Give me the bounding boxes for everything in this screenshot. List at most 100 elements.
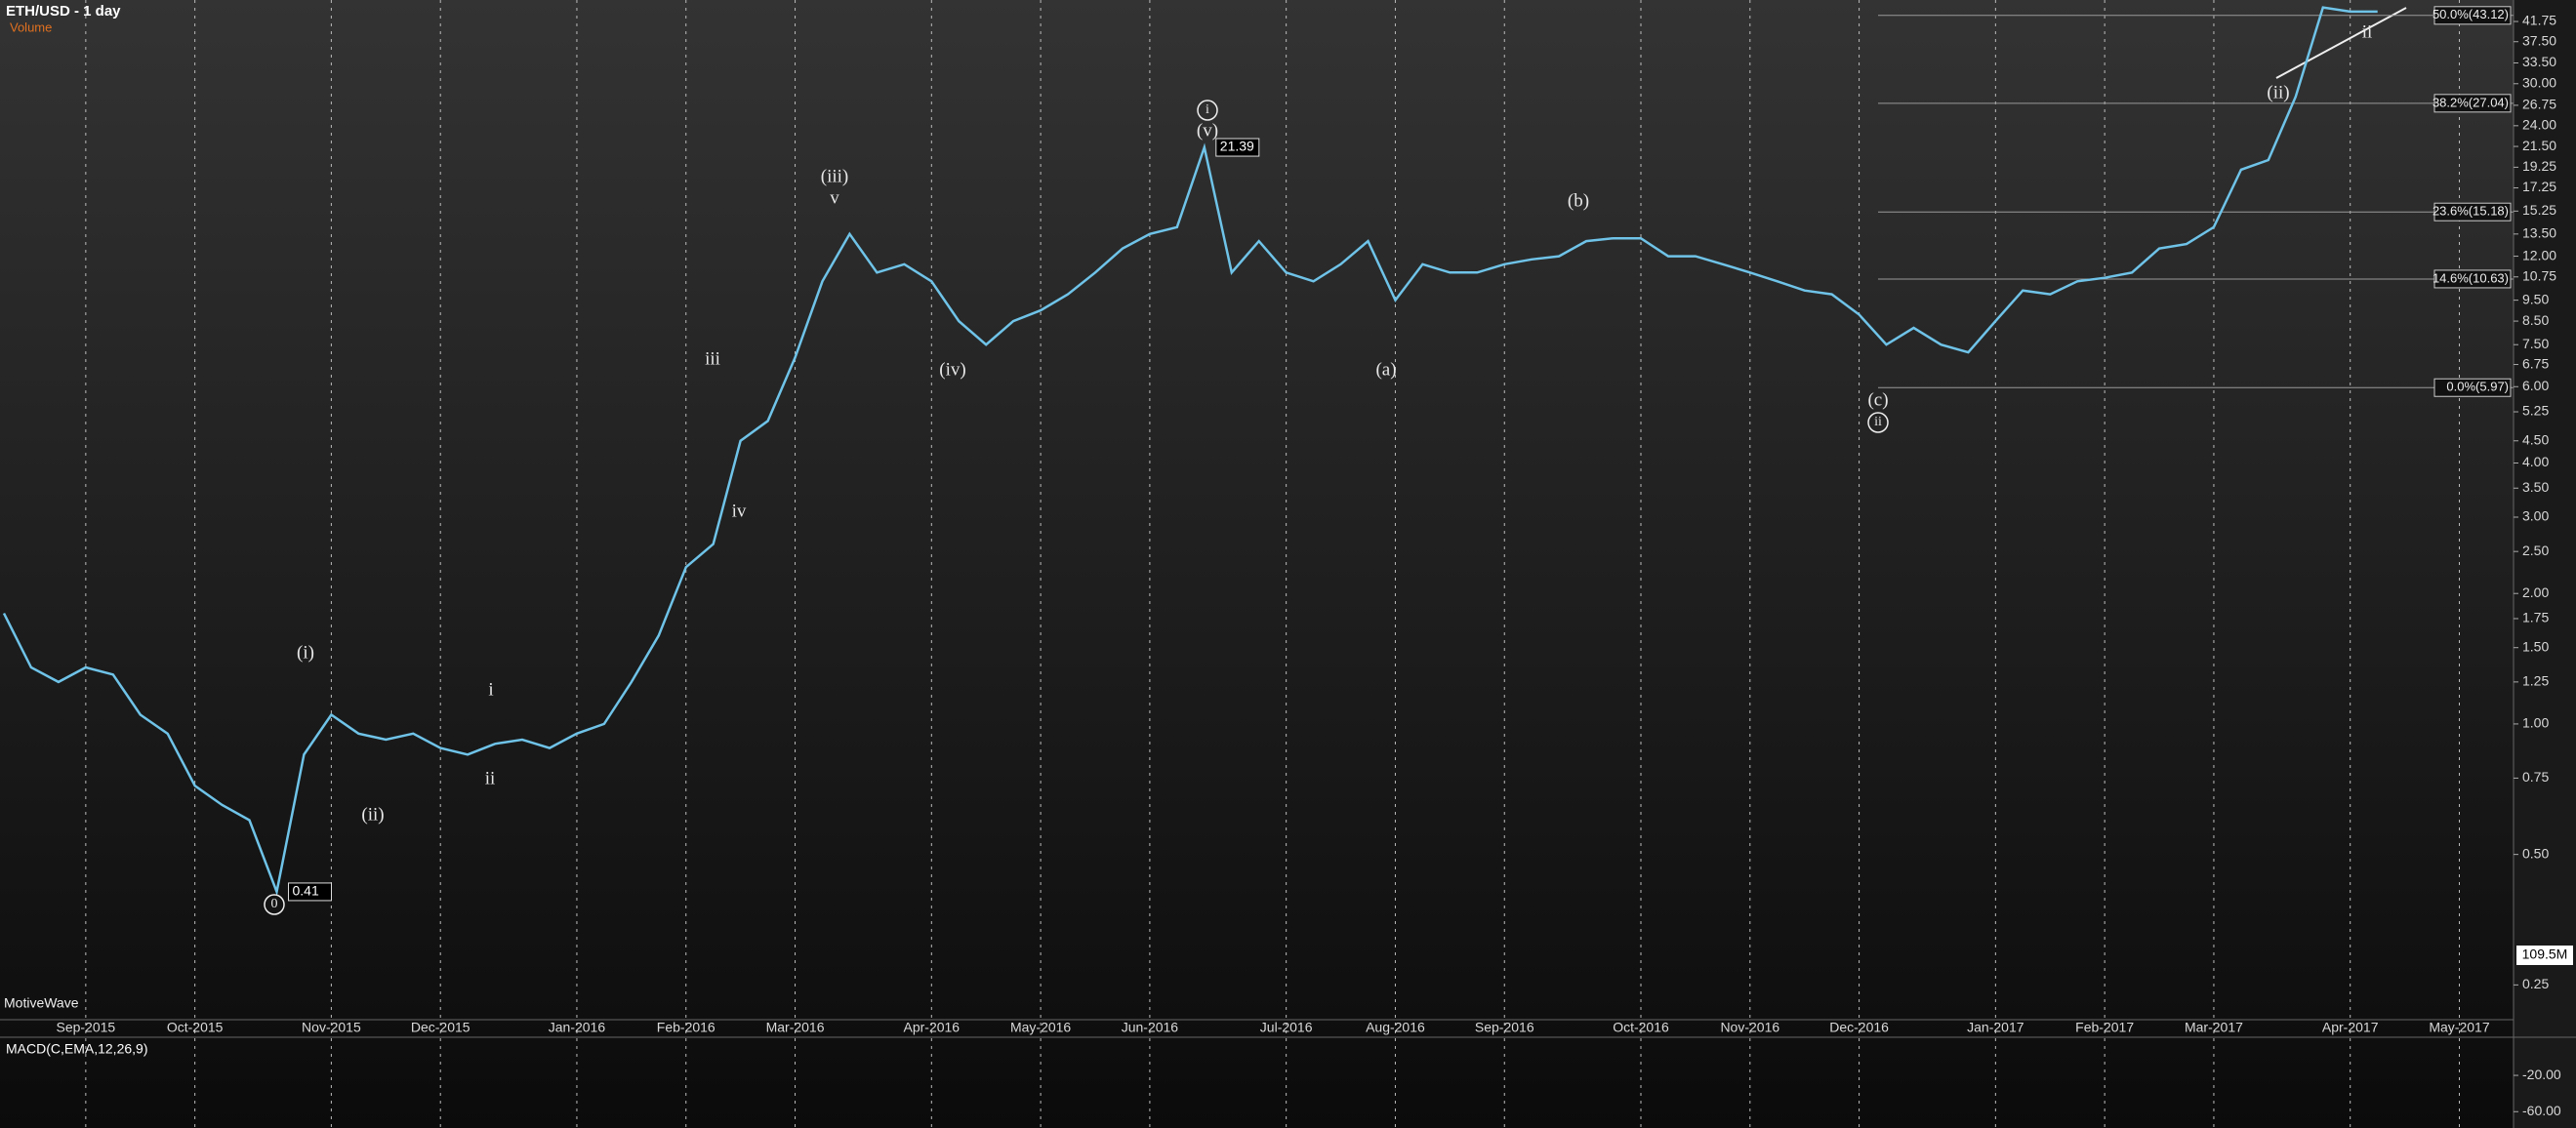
y-tick-label: 4.50	[2522, 431, 2549, 447]
x-tick-label: Jun-2016	[1122, 1020, 1179, 1035]
y-tick-label: 2.00	[2522, 584, 2549, 600]
y-tick-label: 5.25	[2522, 403, 2549, 419]
x-tick-label: May-2017	[2429, 1020, 2489, 1035]
volume-value: 109.5M	[2522, 947, 2568, 962]
y-tick-label: 1.50	[2522, 638, 2549, 654]
x-tick-label: Jan-2017	[1967, 1020, 2024, 1035]
y-tick-label: 37.50	[2522, 32, 2556, 48]
y-tick-label: 17.25	[2522, 179, 2556, 194]
wave-circle	[1197, 100, 1218, 121]
fib-label-box	[2433, 6, 2512, 25]
fib-label-box	[2433, 378, 2512, 397]
wave-label: ii	[1874, 415, 1882, 429]
macd-y-tick-label: -20.00	[2522, 1067, 2561, 1082]
x-tick-label: Nov-2015	[302, 1020, 361, 1035]
value-label-box	[288, 882, 332, 902]
x-tick-label: Nov-2016	[1720, 1020, 1779, 1035]
x-tick-label: Oct-2015	[167, 1020, 224, 1035]
wave-label: (ii)	[361, 804, 384, 825]
fib-label-box	[2433, 202, 2512, 222]
y-tick-label: 19.25	[2522, 158, 2556, 174]
x-tick-label: Feb-2016	[657, 1020, 716, 1035]
x-tick-label: Sep-2016	[1475, 1020, 1534, 1035]
fib-label-box	[2433, 94, 2512, 113]
y-tick-label: 1.00	[2522, 715, 2549, 731]
x-tick-label: Apr-2017	[2322, 1020, 2379, 1035]
wave-label: i	[488, 679, 493, 700]
price-line	[2, 6, 2378, 897]
wave-label: iii	[705, 348, 720, 369]
wave-label: iv	[732, 501, 747, 521]
macd-title: MACD(C,EMA,12,26,9)	[6, 1041, 147, 1057]
y-tick-label: 1.25	[2522, 673, 2549, 689]
fib-label: 0.0%(5.97)	[2446, 380, 2509, 394]
fib-label: 38.2%(27.04)	[2433, 95, 2509, 109]
fib-label: 23.6%(15.18)	[2433, 204, 2509, 219]
watermark: MotiveWave	[4, 995, 79, 1011]
trend-line	[2275, 7, 2407, 79]
wave-label: (c)	[1867, 389, 1888, 410]
wave-circle	[1867, 412, 1889, 433]
y-tick-label: 33.50	[2522, 54, 2556, 69]
y-tick-label: 21.50	[2522, 138, 2556, 153]
x-tick-label: Feb-2017	[2075, 1020, 2134, 1035]
y-tick-label: 0.25	[2522, 976, 2549, 991]
chart-title: ETH/USD - 1 day	[6, 3, 121, 20]
x-tick-label: Apr-2016	[904, 1020, 961, 1035]
wave-label: (a)	[1375, 359, 1396, 380]
y-tick-label: 6.75	[2522, 355, 2549, 371]
y-tick-label: 7.50	[2522, 336, 2549, 351]
y-tick-label: 15.25	[2522, 202, 2556, 218]
value-label-box	[1215, 138, 1260, 157]
y-tick-label: 30.00	[2522, 74, 2556, 90]
y-tick-label: 1.75	[2522, 610, 2549, 625]
wave-label: ii	[485, 768, 496, 788]
y-tick-label: 10.75	[2522, 267, 2556, 283]
y-tick-label: 13.50	[2522, 225, 2556, 241]
fib-label-box	[2433, 269, 2512, 289]
wave-label: 0	[271, 897, 278, 911]
volume-value-box	[2516, 946, 2573, 965]
x-tick-label: Dec-2016	[1829, 1020, 1889, 1035]
x-tick-label: Aug-2016	[1366, 1020, 1425, 1035]
y-tick-label: 26.75	[2522, 97, 2556, 112]
price-plot	[2, 6, 2378, 897]
x-tick-label: Dec-2015	[411, 1020, 470, 1035]
y-tick-label: 8.50	[2522, 312, 2549, 328]
x-tick-label: Mar-2016	[766, 1020, 825, 1035]
x-tick-label: Mar-2017	[2185, 1020, 2243, 1035]
x-tick-label: May-2016	[1010, 1020, 1071, 1035]
wave-label: (ii)	[2267, 82, 2289, 102]
wave-label: (v)	[1197, 120, 1218, 141]
y-tick-label: 2.50	[2522, 543, 2549, 558]
y-tick-label: 41.75	[2522, 13, 2556, 28]
y-tick-label: 4.00	[2522, 454, 2549, 469]
value-label: 0.41	[293, 883, 319, 899]
x-tick-label: Sep-2015	[56, 1020, 115, 1035]
x-tick-label: Jan-2016	[549, 1020, 606, 1035]
y-tick-label: 3.00	[2522, 508, 2549, 524]
wave-label: (iii)	[821, 166, 849, 186]
wave-label: (iv)	[939, 359, 965, 380]
y-tick-label: 6.00	[2522, 378, 2549, 393]
x-tick-label: Oct-2016	[1613, 1020, 1669, 1035]
y-tick-label: 0.50	[2522, 845, 2549, 861]
axis-background	[2514, 0, 2576, 1128]
wave-label: i	[1206, 102, 1209, 117]
y-tick-label: 3.50	[2522, 479, 2549, 495]
fib-label: 14.6%(10.63)	[2433, 270, 2509, 285]
y-tick-label: 12.00	[2522, 247, 2556, 262]
wave-label: v	[830, 187, 839, 208]
y-tick-label: 24.00	[2522, 117, 2556, 133]
wave-circle	[264, 894, 285, 915]
macd-y-tick-label: -60.00	[2522, 1103, 2561, 1118]
wave-label: (b)	[1568, 190, 1589, 211]
wave-label: ii	[2362, 21, 2373, 42]
value-label: 21.39	[1220, 139, 1254, 154]
wave-label: (i)	[297, 642, 314, 663]
volume-legend: Volume	[10, 20, 52, 34]
x-tick-label: Jul-2016	[1260, 1020, 1313, 1035]
